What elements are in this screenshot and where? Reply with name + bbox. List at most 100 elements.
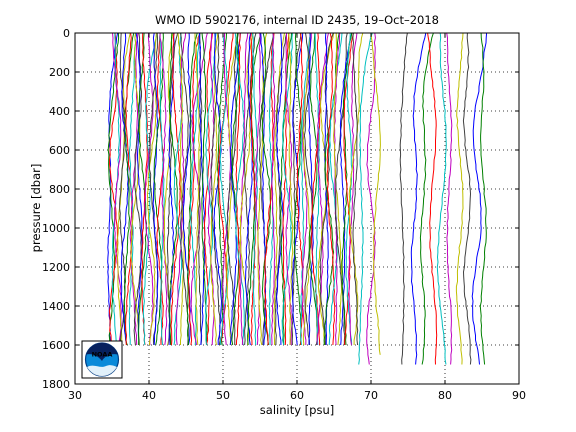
chart-title: WMO ID 5902176, internal ID 2435, 19–Oct… bbox=[155, 13, 439, 27]
dense-profile-line bbox=[308, 32, 314, 345]
dense-profile-line bbox=[308, 32, 319, 346]
y-tick-label: 1600 bbox=[42, 339, 70, 352]
dense-profile-line bbox=[303, 32, 314, 346]
y-tick-label: 200 bbox=[49, 66, 70, 79]
sparse-profile-line bbox=[471, 32, 488, 365]
sparse-profile-line bbox=[410, 32, 427, 365]
sparse-profile-line bbox=[427, 32, 438, 365]
dense-profile-line bbox=[235, 33, 241, 346]
dense-profile-line bbox=[130, 32, 142, 346]
profile-lines bbox=[107, 32, 488, 365]
y-tick-label: 1000 bbox=[42, 222, 70, 235]
x-tick-label: 40 bbox=[142, 389, 156, 402]
dense-profile-line bbox=[201, 32, 208, 346]
dense-profile-line bbox=[219, 32, 230, 346]
dense-profile-line bbox=[255, 32, 261, 346]
dense-profile-line bbox=[234, 32, 245, 346]
dense-profile-line bbox=[190, 32, 208, 346]
sparse-profile-line bbox=[370, 32, 381, 355]
dense-profile-line bbox=[152, 32, 159, 346]
x-tick-label: 70 bbox=[364, 389, 378, 402]
dense-profile-line bbox=[316, 32, 329, 346]
dense-profile-line bbox=[213, 32, 223, 345]
dense-profile-line bbox=[281, 32, 293, 346]
sparse-profile-line bbox=[455, 32, 464, 365]
dense-profile-line bbox=[203, 32, 213, 346]
dense-profile-line bbox=[273, 32, 285, 346]
dense-profile-line bbox=[170, 32, 181, 346]
dense-profile-line bbox=[302, 32, 311, 346]
dense-profile-line bbox=[168, 32, 178, 346]
y-tick-label: 1200 bbox=[42, 261, 70, 274]
dense-profile-line bbox=[348, 32, 364, 345]
logo-bird-shape bbox=[86, 342, 118, 361]
y-tick-label: 400 bbox=[49, 105, 70, 118]
logo-wave-shape bbox=[87, 365, 117, 376]
dense-profile-line bbox=[135, 32, 143, 346]
dense-profile-line bbox=[339, 32, 353, 346]
sparse-profile-line bbox=[436, 32, 447, 365]
dense-profile-line bbox=[291, 32, 304, 346]
y-tick-label: 1400 bbox=[42, 300, 70, 313]
dense-profile-line bbox=[194, 33, 200, 346]
dense-profile-line bbox=[261, 32, 272, 346]
dense-profile-line bbox=[156, 32, 164, 346]
sparse-profile-line bbox=[366, 32, 376, 365]
x-tick-label: 60 bbox=[290, 389, 304, 402]
dense-profile-line bbox=[291, 32, 302, 346]
dense-profile-line bbox=[257, 32, 268, 346]
x-tick-label: 80 bbox=[438, 389, 452, 402]
dense-profile-line bbox=[159, 33, 168, 346]
dense-profile-line bbox=[225, 32, 239, 346]
dense-profile-line bbox=[287, 32, 294, 346]
dense-profile-line bbox=[239, 32, 249, 346]
dense-profile-line bbox=[187, 32, 201, 346]
y-tick-label: 600 bbox=[49, 144, 70, 157]
sparse-profile-line bbox=[446, 32, 453, 365]
dense-profile-line bbox=[252, 32, 259, 346]
sparse-profile-line bbox=[358, 32, 373, 365]
dense-profile-line bbox=[250, 32, 257, 346]
plot-area: 30 40 50 60 70 80 90 0 200 400 600 800 1000 1200 1400 1… bbox=[42, 27, 526, 402]
dense-profile-line bbox=[168, 32, 175, 346]
dense-profile-line bbox=[128, 32, 137, 345]
y-axis-label: pressure [dbar] bbox=[29, 164, 43, 253]
dense-profile-line bbox=[159, 32, 165, 346]
dense-profile-line bbox=[210, 32, 221, 346]
y-tick-label: 1800 bbox=[42, 378, 70, 391]
dense-profile-line bbox=[198, 32, 206, 346]
noaa-logo: NOAA bbox=[81, 340, 123, 379]
dense-profile-line bbox=[207, 32, 215, 346]
dense-profile-line bbox=[243, 32, 257, 346]
sparse-profile-line bbox=[462, 32, 472, 365]
sparse-profile-line bbox=[419, 32, 434, 365]
x-tick-label: 30 bbox=[68, 389, 82, 402]
x-axis-label: salinity [psu] bbox=[260, 403, 334, 417]
dense-profile-line bbox=[116, 32, 131, 345]
dense-profile-line bbox=[138, 32, 148, 346]
dense-profile-line bbox=[348, 32, 358, 346]
dense-profile-line bbox=[314, 32, 320, 346]
dense-profile-line bbox=[231, 32, 240, 346]
dense-profile-line bbox=[285, 33, 293, 346]
dense-profile-line bbox=[333, 32, 341, 346]
dense-profile-line bbox=[244, 32, 253, 346]
dense-profile-line bbox=[173, 32, 183, 346]
dense-profile-line bbox=[345, 32, 353, 346]
dense-profile-line bbox=[296, 32, 304, 346]
axis-ticks: 30 40 50 60 70 80 90 0 200 400 600 800 1000 1200 1400 1… bbox=[42, 27, 526, 402]
dense-profile-line bbox=[186, 32, 198, 345]
dense-profile-line bbox=[144, 32, 154, 346]
x-tick-label: 50 bbox=[216, 389, 230, 402]
dense-profile-line bbox=[271, 32, 276, 346]
sparse-profile-line bbox=[479, 32, 487, 365]
dense-profile-line bbox=[177, 32, 185, 345]
dense-profile-line bbox=[112, 32, 122, 346]
x-tick-label: 90 bbox=[512, 389, 526, 402]
dense-profile-line bbox=[166, 32, 179, 346]
dense-profile-line bbox=[229, 32, 241, 346]
dense-profile-line bbox=[180, 32, 190, 346]
dense-profile-line bbox=[274, 32, 288, 346]
dense-profile-line bbox=[326, 32, 336, 346]
